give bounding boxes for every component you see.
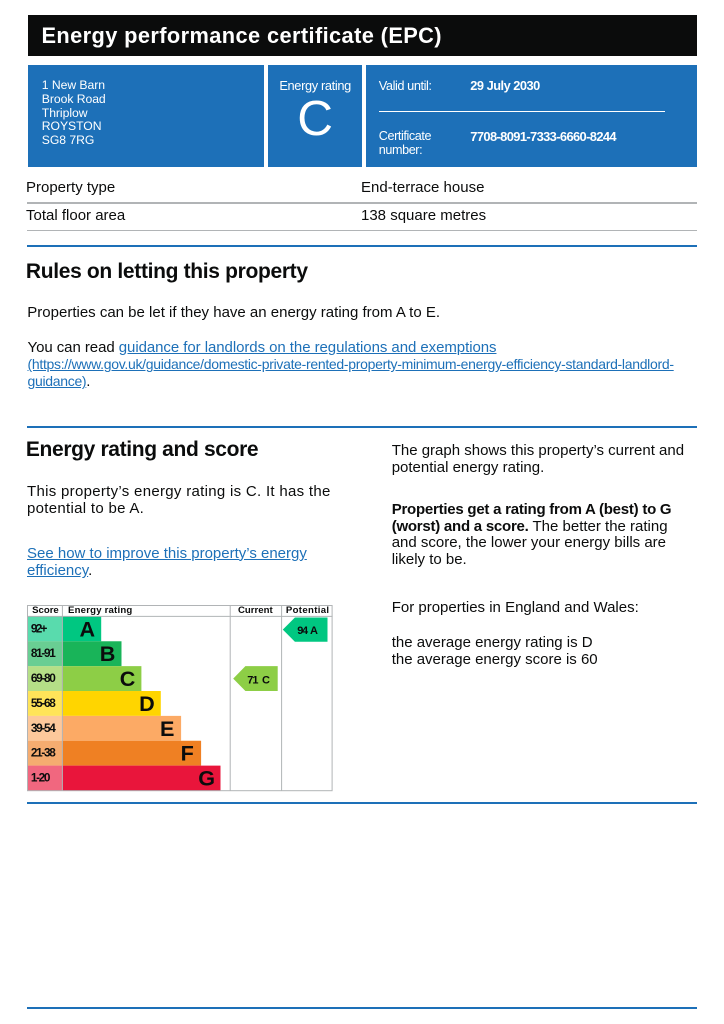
- svg-text:55-68: 55-68: [31, 696, 56, 710]
- svg-text:B: B: [100, 641, 116, 666]
- svg-text:71 C: 71 C: [248, 675, 271, 687]
- svg-text:21-38: 21-38: [31, 746, 56, 760]
- svg-text:39-54: 39-54: [31, 721, 56, 735]
- svg-text:Potential: Potential: [286, 605, 329, 616]
- svg-text:E: E: [160, 716, 174, 741]
- svg-text:D: D: [139, 691, 155, 716]
- svg-text:Score: Score: [32, 605, 59, 616]
- svg-text:Current: Current: [238, 605, 273, 616]
- svg-text:69-80: 69-80: [31, 671, 56, 685]
- svg-text:A: A: [80, 616, 96, 641]
- svg-text:92+: 92+: [31, 621, 48, 635]
- svg-text:C: C: [120, 666, 136, 691]
- svg-text:94 A: 94 A: [298, 625, 319, 637]
- svg-text:1-20: 1-20: [31, 771, 51, 785]
- svg-text:81-91: 81-91: [31, 646, 56, 660]
- svg-text:F: F: [181, 741, 194, 766]
- svg-text:Energy rating: Energy rating: [68, 605, 132, 616]
- svg-text:G: G: [199, 766, 216, 791]
